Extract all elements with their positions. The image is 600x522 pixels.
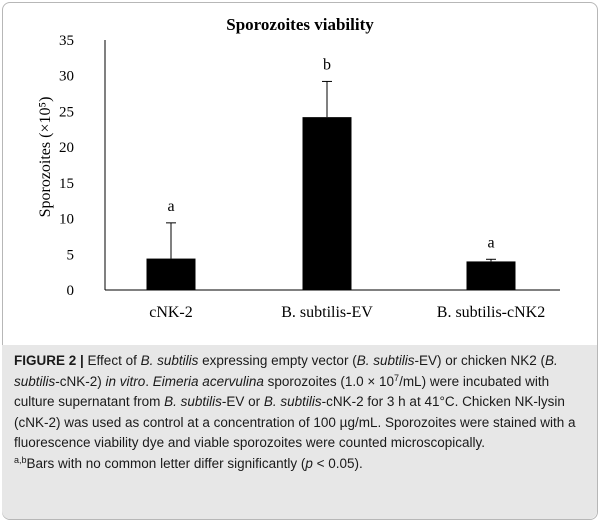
significance-letter: a: [487, 234, 494, 251]
bar: [466, 261, 516, 290]
y-tick-label: 35: [59, 33, 74, 49]
bar: [146, 258, 196, 290]
bar: [302, 117, 352, 291]
chart-title: Sporozoites viability: [226, 15, 374, 34]
y-axis-label: Sporozoites (×10⁵): [37, 97, 54, 218]
caption-panel: [2, 345, 597, 519]
x-tick-label: cNK-2: [149, 304, 193, 321]
y-tick-label: 5: [67, 247, 75, 263]
significance-letter: a: [167, 198, 174, 215]
y-tick-label: 15: [59, 176, 74, 192]
y-tick-label: 25: [59, 104, 74, 120]
figure-caption: FIGURE 2 | Effect of B. subtilis express…: [14, 353, 576, 471]
y-tick-label: 10: [59, 212, 74, 228]
x-tick-label: B. subtilis-cNK2: [437, 304, 545, 321]
significance-letter: b: [323, 56, 331, 73]
x-tick-label: B. subtilis-EV: [281, 304, 373, 321]
figure-label: FIGURE 2 |: [14, 353, 84, 368]
y-tick-label: 20: [59, 140, 74, 156]
y-tick-label: 30: [59, 69, 74, 85]
bar-chart: Sporozoites viability Sporozoites (×10⁵) 0…: [37, 15, 560, 321]
y-tick-label: 0: [67, 283, 75, 299]
